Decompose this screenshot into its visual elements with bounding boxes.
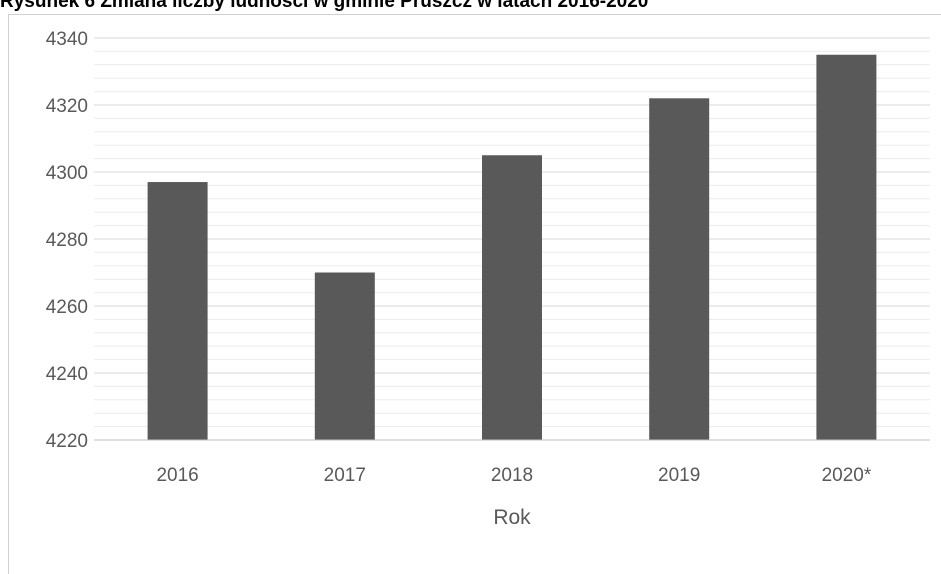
x-axis-ticks: 2016 2017 2018 2019 2020* [156, 465, 871, 486]
y-tick-label: 4300 [46, 163, 88, 184]
bar-2019 [649, 98, 710, 441]
x-tick-label: 2019 [658, 465, 700, 486]
bar-2020* [816, 54, 877, 440]
y-tick-label: 4240 [46, 364, 88, 385]
y-tick-label: 4320 [46, 96, 88, 117]
bar-2018 [482, 155, 542, 440]
bar-2016 [147, 182, 208, 441]
x-tick-label: 2018 [491, 465, 533, 486]
y-tick-label: 4280 [46, 230, 88, 251]
x-tick-label: 2016 [156, 465, 198, 486]
x-axis-label: Rok [493, 506, 531, 529]
chart-frame [8, 14, 941, 574]
x-tick-label: 2020* [822, 465, 872, 486]
x-tick-label: 2017 [324, 465, 366, 486]
y-axis-ticks: 4220 4240 4260 4280 4300 4320 4340 [46, 29, 88, 452]
bar-2017 [314, 272, 375, 440]
y-tick-label: 4340 [46, 29, 88, 50]
y-tick-label: 4260 [46, 297, 88, 318]
bars [147, 54, 877, 441]
chart-title: Rysunek 6 Zmiana liczby ludności w gmini… [0, 0, 649, 12]
y-tick-label: 4220 [46, 431, 88, 452]
